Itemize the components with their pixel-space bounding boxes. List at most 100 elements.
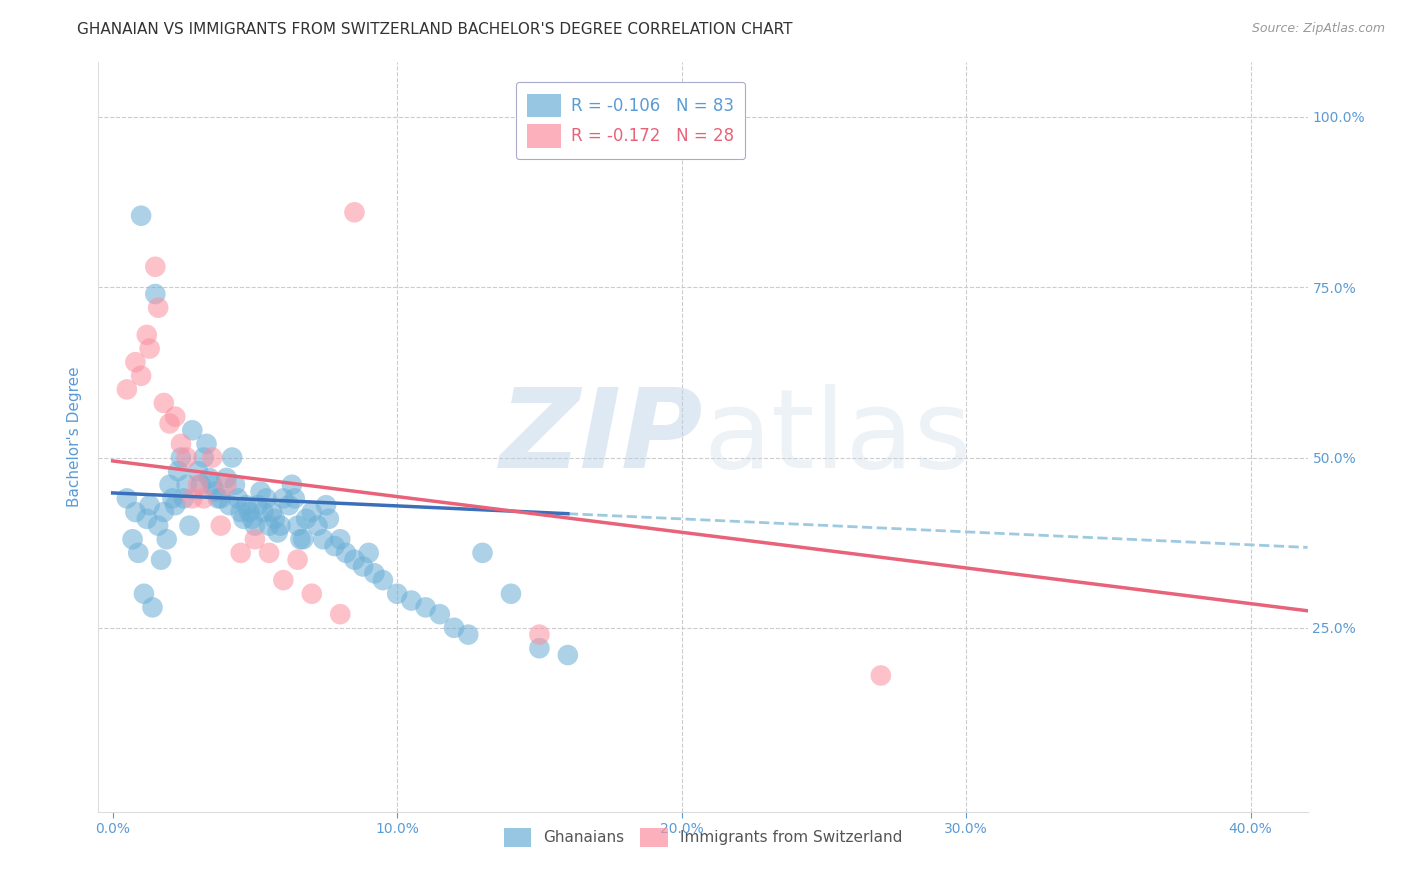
Point [257,546,280,560]
Point [229,546,252,560]
Point [529,641,551,656]
Point [263,512,285,526]
Point [284,491,307,506]
Point [260,505,283,519]
Point [529,627,551,641]
Point [187,464,209,478]
Point [315,498,337,512]
Point [176,477,198,491]
Point [129,209,152,223]
Point [232,512,254,526]
Point [115,383,138,397]
Point [471,546,494,560]
Point [457,627,479,641]
Point [257,518,280,533]
Point [176,450,198,465]
Point [209,518,232,533]
Point [343,205,366,219]
Point [290,533,312,547]
Point [273,573,295,587]
Point [153,396,176,410]
Point [363,566,385,581]
Point [273,491,295,506]
Point [312,533,335,547]
Point [190,477,212,491]
Point [254,491,277,506]
Point [165,409,187,424]
Point [121,533,143,547]
Point [357,546,380,560]
Y-axis label: Bachelor's Degree: Bachelor's Degree [67,367,83,508]
Point [218,498,240,512]
Point [159,417,181,431]
Text: atlas: atlas [703,384,972,491]
Text: Source: ZipAtlas.com: Source: ZipAtlas.com [1251,22,1385,36]
Point [187,477,209,491]
Point [181,491,204,506]
Point [243,518,266,533]
Point [266,525,288,540]
Point [307,518,329,533]
Point [204,484,226,499]
Point [138,342,160,356]
Point [193,491,215,506]
Point [207,491,229,506]
Point [329,607,352,622]
Point [198,471,221,485]
Point [135,512,157,526]
Point [249,484,271,499]
Point [343,552,366,566]
Text: ZIP: ZIP [499,384,703,491]
Point [323,539,346,553]
Point [335,546,357,560]
Point [170,437,193,451]
Point [252,505,274,519]
Point [557,648,579,662]
Point [124,505,146,519]
Point [215,477,238,491]
Point [243,533,266,547]
Point [146,301,169,315]
Point [156,533,179,547]
Point [246,498,269,512]
Point [141,600,163,615]
Point [143,260,166,274]
Text: GHANAIAN VS IMMIGRANTS FROM SWITZERLAND BACHELOR'S DEGREE CORRELATION CHART: GHANAIAN VS IMMIGRANTS FROM SWITZERLAND … [77,22,793,37]
Point [146,518,169,533]
Point [869,668,891,682]
Point [170,450,193,465]
Point [132,587,155,601]
Point [287,552,309,566]
Point [167,464,190,478]
Point [240,512,263,526]
Point [318,512,340,526]
Point [193,450,215,465]
Point [153,505,176,519]
Point [201,450,224,465]
Point [371,573,394,587]
Point [138,498,160,512]
Point [162,491,184,506]
Point [429,607,451,622]
Point [179,518,201,533]
Point [115,491,138,506]
Point [215,471,238,485]
Point [209,491,232,506]
Point [295,512,318,526]
Point [238,505,260,519]
Point [181,423,204,437]
Point [278,498,301,512]
Point [352,559,374,574]
Point [443,621,465,635]
Point [329,533,352,547]
Point [281,477,304,491]
Point [301,505,323,519]
Point [195,437,218,451]
Point [415,600,437,615]
Legend: Ghanaians, Immigrants from Switzerland: Ghanaians, Immigrants from Switzerland [498,822,908,853]
Point [292,533,315,547]
Point [385,587,408,601]
Point [229,505,252,519]
Point [159,477,181,491]
Point [221,450,243,465]
